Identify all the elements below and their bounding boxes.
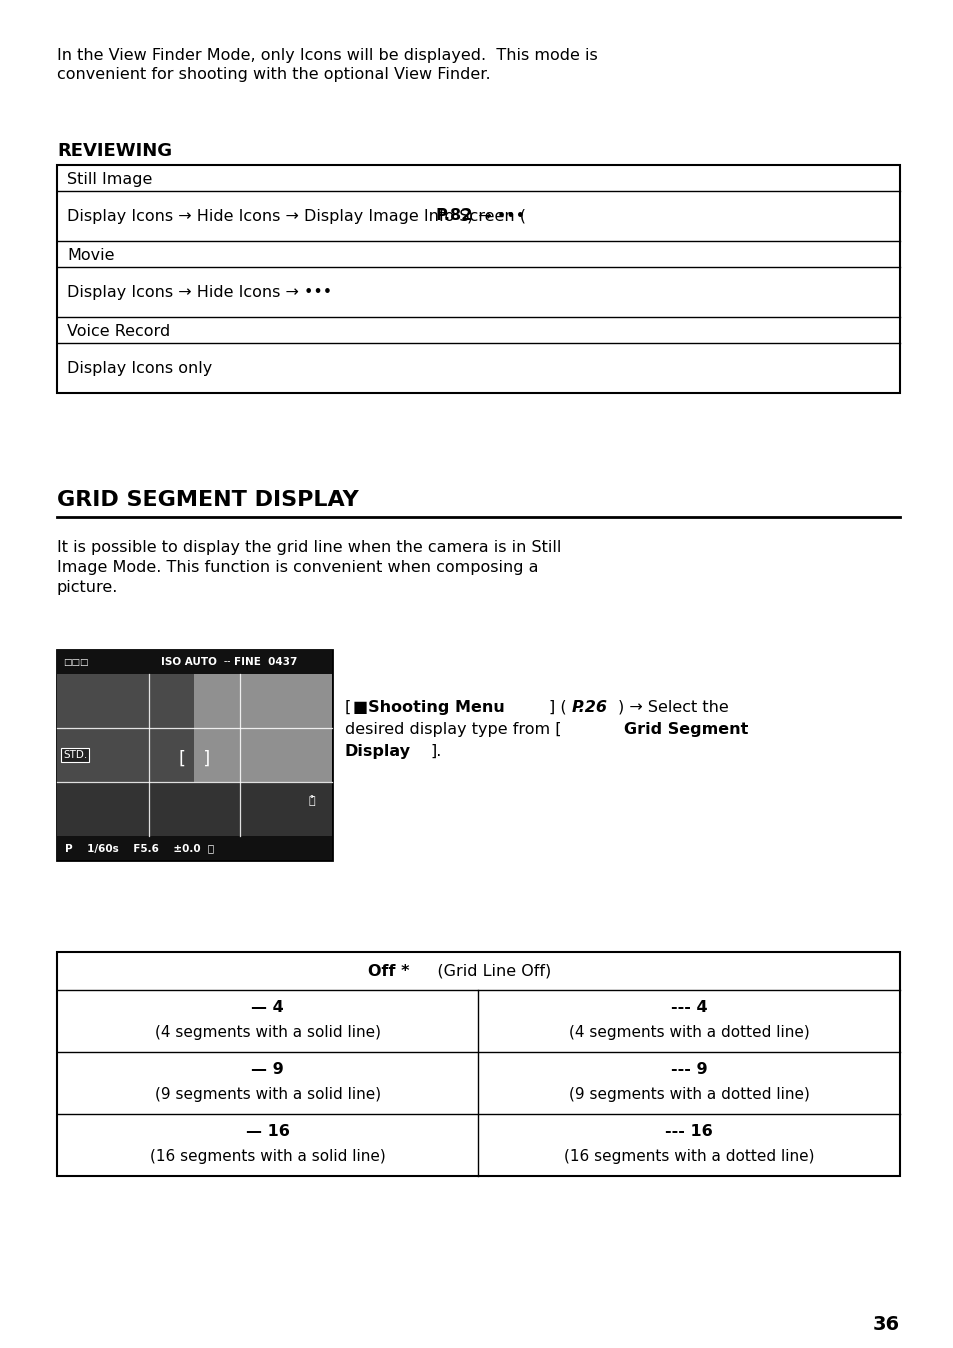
Text: 36: 36	[872, 1316, 899, 1335]
Text: (16 segments with a dotted line): (16 segments with a dotted line)	[563, 1148, 814, 1163]
Text: ■Shooting Menu: ■Shooting Menu	[353, 700, 504, 714]
Text: ISO AUTO  ╌ FINE  0437: ISO AUTO ╌ FINE 0437	[161, 656, 297, 667]
Text: (16 segments with a solid line): (16 segments with a solid line)	[150, 1148, 385, 1163]
Text: --- 16: --- 16	[664, 1124, 713, 1139]
Bar	[194, 674, 332, 782]
Text: picture.: picture.	[57, 580, 118, 594]
Bar	[57, 782, 332, 836]
Text: ⛹̊: ⛹̊	[309, 795, 315, 806]
Text: (4 segments with a dotted line): (4 segments with a dotted line)	[568, 1024, 809, 1039]
Bar	[57, 952, 899, 1175]
Text: ] (: ] (	[548, 700, 566, 714]
Text: Display Icons → Hide Icons → •••: Display Icons → Hide Icons → •••	[67, 284, 332, 299]
Text: Image Mode. This function is convenient when composing a: Image Mode. This function is convenient …	[57, 559, 537, 576]
Bar	[57, 836, 332, 860]
Text: Movie: Movie	[67, 248, 114, 263]
Text: In the View Finder Mode, only Icons will be displayed.  This mode is: In the View Finder Mode, only Icons will…	[57, 49, 598, 63]
Text: --- 9: --- 9	[670, 1062, 707, 1077]
Text: Off *: Off *	[368, 964, 410, 979]
Text: — 16: — 16	[246, 1124, 290, 1139]
Text: ) → Select the: ) → Select the	[618, 700, 728, 714]
Text: (Grid Line Off): (Grid Line Off)	[421, 964, 551, 979]
Text: Display: Display	[345, 744, 411, 759]
Text: Still Image: Still Image	[67, 173, 152, 187]
Text: Voice Record: Voice Record	[67, 324, 170, 338]
Bar	[57, 650, 332, 860]
Bar	[57, 164, 899, 394]
Text: --- 4: --- 4	[670, 1000, 707, 1015]
Text: ].: ].	[430, 744, 441, 759]
Text: [   ]: [ ]	[178, 749, 210, 767]
Text: P    1/60s    F5.6    ±0.0  ⌖: P 1/60s F5.6 ±0.0 ⌖	[65, 842, 213, 853]
Text: convenient for shooting with the optional View Finder.: convenient for shooting with the optiona…	[57, 67, 490, 82]
Text: desired display type from [: desired display type from [	[345, 723, 561, 737]
Text: (9 segments with a dotted line): (9 segments with a dotted line)	[568, 1086, 809, 1101]
Text: REVIEWING: REVIEWING	[57, 142, 172, 160]
Text: — 9: — 9	[251, 1062, 284, 1077]
Text: Grid Segment: Grid Segment	[623, 723, 748, 737]
Text: (9 segments with a solid line): (9 segments with a solid line)	[154, 1086, 380, 1101]
Text: ) → •••: ) → •••	[466, 209, 524, 224]
Text: STD.: STD.	[63, 749, 87, 760]
Text: □□□: □□□	[63, 658, 89, 666]
Text: P.26: P.26	[571, 700, 607, 714]
Text: It is possible to display the grid line when the camera is in Still: It is possible to display the grid line …	[57, 541, 560, 555]
Bar	[57, 674, 194, 782]
Text: Display Icons → Hide Icons → Display Image Info Screen (: Display Icons → Hide Icons → Display Ima…	[67, 209, 525, 224]
Text: Display Icons only: Display Icons only	[67, 360, 212, 376]
Text: [: [	[345, 700, 351, 714]
Text: — 4: — 4	[251, 1000, 284, 1015]
Text: P.82: P.82	[435, 209, 473, 224]
Bar	[57, 650, 332, 674]
Text: (4 segments with a solid line): (4 segments with a solid line)	[154, 1024, 380, 1039]
Text: GRID SEGMENT DISPLAY: GRID SEGMENT DISPLAY	[57, 491, 358, 510]
